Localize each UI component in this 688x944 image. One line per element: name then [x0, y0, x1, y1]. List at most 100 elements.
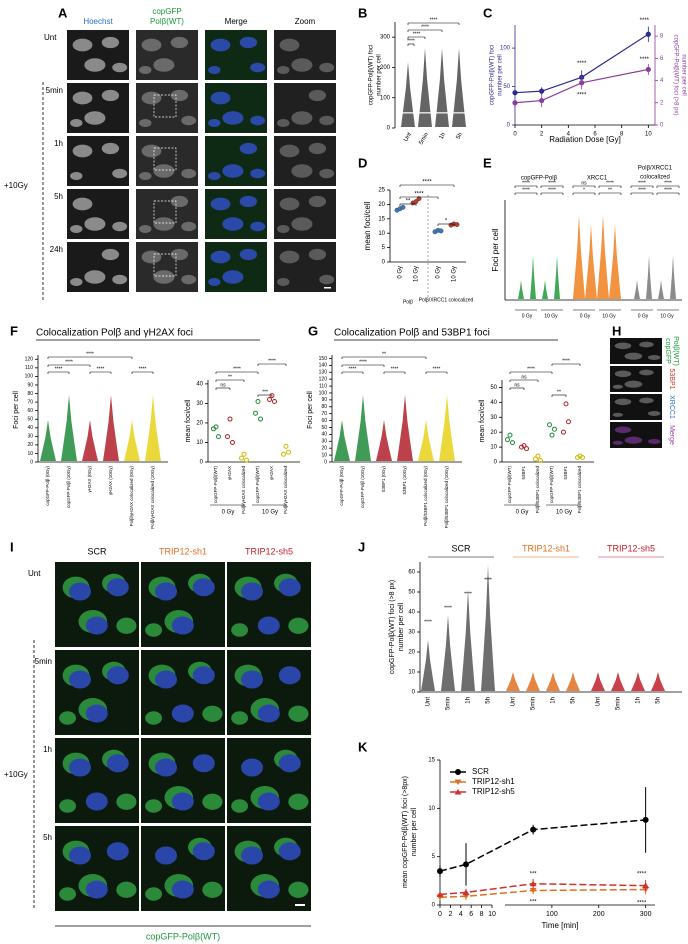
- y2-axis-label: copGFP-Polβ(WT) foci (>8 px): [672, 35, 678, 116]
- image-tile: [610, 338, 662, 364]
- row-label: 24h: [50, 245, 63, 254]
- significance: **: [557, 389, 561, 395]
- y-tick-label: 40: [196, 381, 203, 387]
- y-tick-label: 20: [378, 202, 385, 208]
- y-tick-label: 0: [387, 126, 391, 132]
- nucleus: [116, 881, 137, 898]
- nucleus: [647, 411, 661, 416]
- y-tick-label: 110: [25, 365, 33, 371]
- nucleus: [84, 58, 106, 72]
- nucleus: [181, 168, 197, 179]
- group-label: TRIP12-sh1: [522, 543, 570, 553]
- treatment-label: +10Gy: [4, 181, 28, 190]
- nucleus: [279, 197, 300, 211]
- scale-bar: [324, 287, 331, 289]
- dose-label: 0 Gy: [638, 313, 649, 319]
- significance: ****: [640, 57, 650, 63]
- nucleus: [308, 248, 327, 261]
- significance: ****: [65, 359, 73, 365]
- nucleus: [250, 168, 266, 179]
- x-tick-label: copGFP-Polβ (0Gy): [339, 466, 344, 506]
- dot-cloud: [573, 215, 585, 299]
- dot-cloud: [506, 672, 520, 691]
- y-tick-label: 10: [27, 451, 33, 457]
- y-tick-label: 90: [321, 397, 327, 403]
- dot-cloud: [103, 395, 119, 461]
- nucleus: [181, 221, 197, 232]
- nucleus: [639, 369, 654, 376]
- dot-cloud: [435, 48, 449, 127]
- y-tick-label: 80: [27, 391, 33, 397]
- row-label: 5min: [46, 86, 63, 95]
- dot-cloud: [145, 395, 161, 461]
- significance: ****: [548, 180, 556, 186]
- nucleus: [279, 144, 300, 158]
- x-tick-label: 5h: [486, 697, 492, 704]
- x-tick-label: 10 Gy: [414, 266, 420, 282]
- nucleus: [208, 278, 221, 286]
- dot-cloud: [658, 280, 664, 299]
- series-line: [514, 33, 649, 94]
- data-point: [549, 432, 555, 438]
- nucleus: [155, 670, 177, 689]
- nucleus: [139, 225, 152, 233]
- data-point: [227, 416, 233, 422]
- dot-cloud: [546, 672, 560, 691]
- nucleus: [155, 582, 177, 601]
- nucleus: [192, 578, 215, 597]
- nucleus: [70, 278, 83, 286]
- data-point: [505, 437, 510, 443]
- image-tile: [136, 242, 198, 292]
- data-point: [533, 456, 538, 462]
- dose-label: 10 Gy: [660, 313, 674, 319]
- nucleus: [106, 666, 129, 685]
- significance: ****: [577, 92, 587, 98]
- y-axis-label: number per cell: [398, 602, 405, 651]
- data-point: [538, 458, 543, 464]
- nucleus: [257, 704, 280, 723]
- x-tick-label: 2: [448, 911, 452, 918]
- dot-cloud: [61, 395, 77, 461]
- nucleus: [277, 119, 290, 127]
- data-point: [438, 228, 444, 234]
- dot-cloud: [566, 672, 580, 691]
- group-label: colocalized: [640, 175, 670, 181]
- column-header: SCR: [87, 546, 107, 556]
- significance: ***: [262, 389, 268, 395]
- nucleus: [106, 842, 129, 861]
- nucleus: [279, 38, 300, 52]
- data-point: [213, 424, 219, 430]
- y-tick-label: 110: [319, 383, 327, 389]
- nucleus: [614, 342, 632, 350]
- dot-cloud: [397, 395, 413, 461]
- nucleus: [170, 195, 189, 208]
- nucleus: [72, 38, 93, 52]
- data-point: [436, 891, 444, 897]
- y-tick-label: 30: [27, 434, 33, 440]
- nucleus: [222, 164, 244, 178]
- data-point: [552, 426, 557, 432]
- group-label: Polβ/XRCC1 colocalized: [419, 297, 474, 303]
- dot-cloud: [530, 255, 536, 299]
- dot-cloud: [40, 420, 56, 461]
- nucleus: [279, 250, 300, 264]
- y-tick-label: 100: [500, 46, 511, 52]
- data-point: [579, 80, 585, 86]
- data-point: [642, 882, 650, 889]
- nucleus: [208, 66, 221, 74]
- nucleus: [171, 616, 194, 635]
- y-tick-label: 0: [660, 123, 664, 129]
- nucleus: [241, 582, 263, 601]
- x-tick-label: copGFP-Polβ (10Gy): [360, 466, 365, 509]
- dose-label: 0 Gy: [516, 510, 529, 516]
- column-header: TRIP12-sh5: [245, 546, 293, 556]
- y-tick-label: 4: [660, 78, 664, 84]
- y-tick-label: 10: [490, 445, 497, 451]
- significance: ****: [637, 872, 647, 878]
- data-point: [272, 398, 277, 404]
- dot-cloud: [631, 672, 645, 691]
- nucleus: [145, 887, 163, 901]
- x-tick-label: 5h: [456, 132, 465, 141]
- nucleus: [101, 142, 120, 155]
- nucleus: [112, 168, 128, 179]
